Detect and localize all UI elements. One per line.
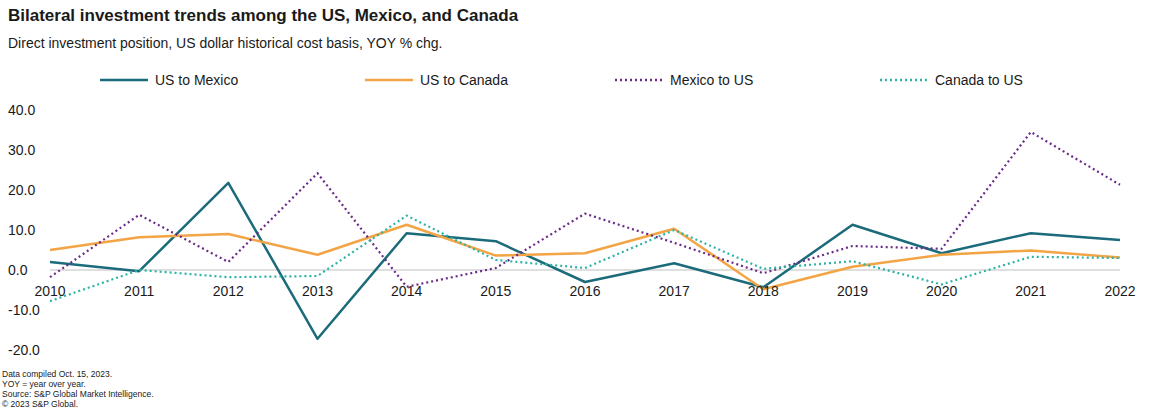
title: Bilateral investment trends among the US… [8, 6, 519, 25]
legend-label: US to Canada [420, 72, 508, 88]
note: YOY = year over year. [2, 379, 86, 389]
legend-swatch [100, 79, 148, 82]
y-tick-label: -10.0 [8, 302, 40, 318]
x-tick-label: 2022 [1104, 283, 1135, 299]
x-tick-label: 2020 [926, 283, 957, 299]
y-tick-label: 20.0 [8, 182, 35, 198]
legend-label: US to Mexico [155, 72, 238, 88]
x-tick-label: 2013 [302, 283, 333, 299]
legend-swatch [615, 79, 663, 82]
series-line [50, 183, 1120, 339]
note: Source: S&P Global Market Intelligence. [2, 389, 154, 399]
legend-label: Mexico to US [670, 72, 753, 88]
series-group [50, 132, 1120, 339]
x-tick-label: 2011 [124, 283, 154, 299]
series-line [50, 132, 1120, 287]
x-axis-line [50, 270, 1120, 271]
series-line [50, 216, 1120, 302]
x-tick-label: 2014 [391, 283, 422, 299]
x-tick-label: 2015 [480, 283, 511, 299]
y-tick-label: 40.0 [8, 102, 35, 118]
x-tick-label: 2012 [213, 283, 244, 299]
x-tick-label: 2019 [837, 283, 868, 299]
y-tick-label: 30.0 [8, 142, 35, 158]
x-tick-label: 2010 [34, 283, 65, 299]
x-tick-label: 2021 [1015, 283, 1046, 299]
legend-label: Canada to US [935, 72, 1023, 88]
legend-swatch [880, 79, 928, 82]
y-tick-label: -20.0 [8, 342, 40, 358]
legend: US to Mexico US to Canada Mexico to US Cana… [100, 72, 1023, 88]
series-line [50, 225, 1120, 289]
x-tick-label: 2017 [659, 283, 690, 299]
subtitle: Direct investment position, US dollar hi… [8, 35, 442, 51]
legend-swatch [365, 79, 413, 82]
y-tick-label: 0.0 [8, 262, 28, 278]
note: Data compiled Oct. 15, 2023. [2, 369, 112, 379]
note: © 2023 S&P Global. [2, 399, 78, 409]
x-tick-label: 2018 [748, 283, 779, 299]
chart: Bilateral investment trends among the US… [0, 0, 1162, 416]
x-tick-label: 2016 [569, 283, 600, 299]
y-tick-label: 10.0 [8, 222, 35, 238]
